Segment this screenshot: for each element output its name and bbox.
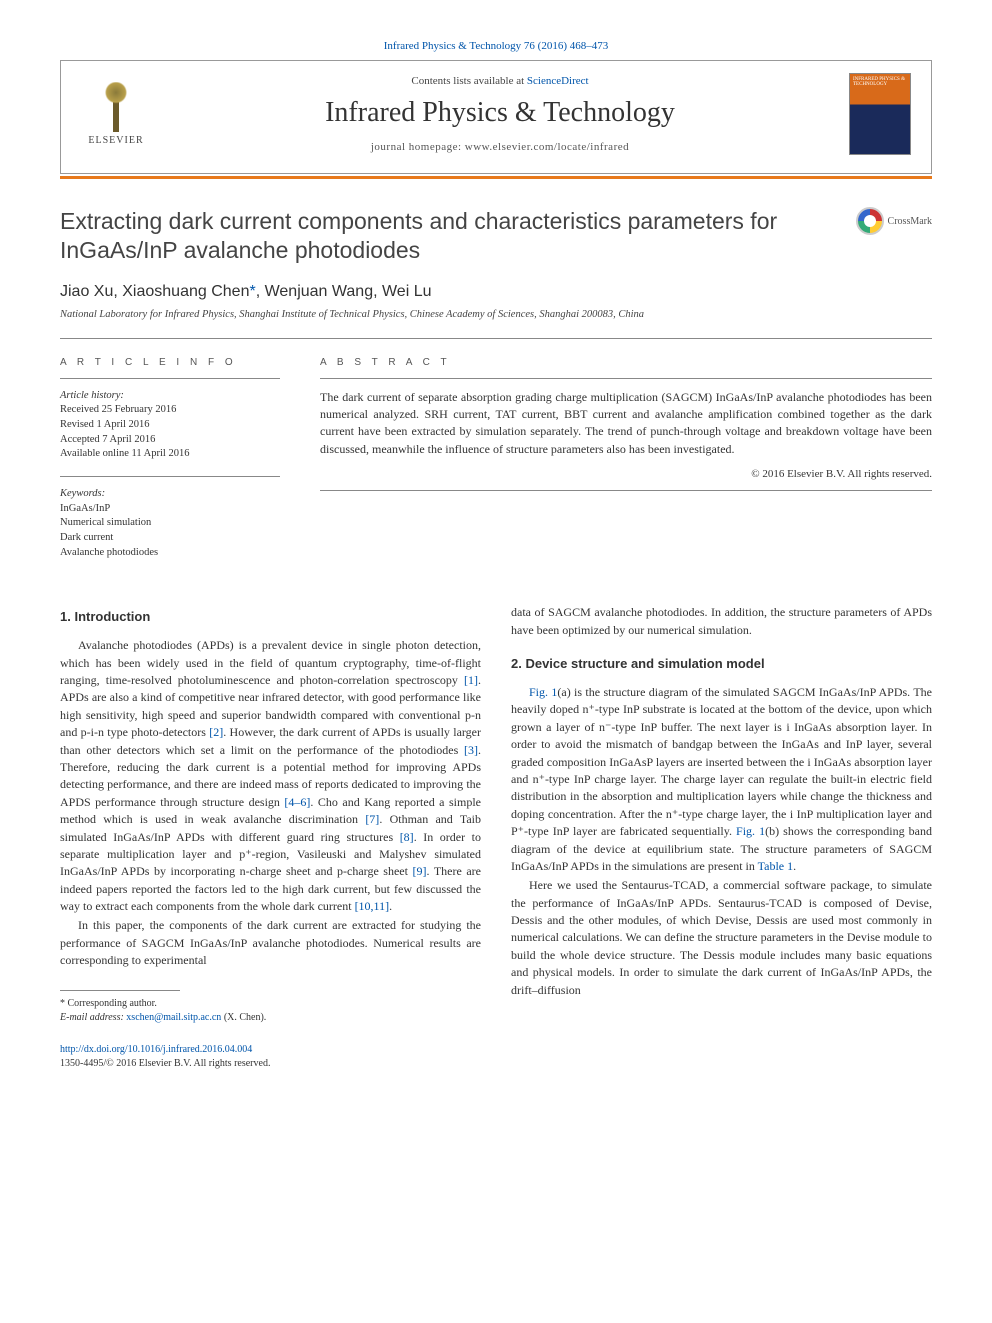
email-link[interactable]: xschen@mail.sitp.ac.cn xyxy=(126,1012,221,1023)
keywords-label: Keywords: xyxy=(60,488,105,499)
keywords-block: Keywords: InGaAs/InP Numerical simulatio… xyxy=(60,487,280,560)
fig-link[interactable]: Fig. 1 xyxy=(529,685,557,699)
authors-part1: Jiao Xu, Xiaoshuang Chen xyxy=(60,283,249,300)
publisher-name: ELSEVIER xyxy=(81,135,151,146)
affiliation: National Laboratory for Infrared Physics… xyxy=(60,309,932,320)
ref-link[interactable]: [7] xyxy=(365,812,379,826)
table-link[interactable]: Table 1 xyxy=(758,859,793,873)
corr-author-note: * Corresponding author. xyxy=(60,997,481,1011)
crossmark-label: CrossMark xyxy=(888,216,932,227)
intro-paragraph-2: In this paper, the components of the dar… xyxy=(60,917,481,969)
fig-link[interactable]: Fig. 1 xyxy=(736,824,765,838)
homepage-prefix: journal homepage: xyxy=(371,141,465,153)
text: . xyxy=(793,859,796,873)
ref-link[interactable]: [1] xyxy=(464,673,478,687)
info-rule xyxy=(60,378,280,379)
orange-divider xyxy=(60,176,932,179)
journal-header: ELSEVIER Contents lists available at Sci… xyxy=(60,60,932,174)
article-info-label: A R T I C L E I N F O xyxy=(60,357,280,368)
section-heading-device: 2. Device structure and simulation model xyxy=(511,655,932,674)
doi-block: http://dx.doi.org/10.1016/j.infrared.201… xyxy=(60,1043,481,1072)
top-citation: Infrared Physics & Technology 76 (2016) … xyxy=(60,40,932,52)
history-label: Article history: xyxy=(60,390,124,401)
contents-line: Contents lists available at ScienceDirec… xyxy=(151,75,849,87)
info-rule-2 xyxy=(60,476,280,477)
email-label: E-mail address: xyxy=(60,1012,126,1023)
journal-cover-thumb: INFRARED PHYSICS & TECHNOLOGY xyxy=(849,73,911,155)
copyright-line: © 2016 Elsevier B.V. All rights reserved… xyxy=(320,468,932,480)
doi-link[interactable]: http://dx.doi.org/10.1016/j.infrared.201… xyxy=(60,1044,252,1055)
crossmark-badge[interactable]: CrossMark xyxy=(856,207,932,235)
ref-link[interactable]: [4–6] xyxy=(284,795,310,809)
sciencedirect-link[interactable]: ScienceDirect xyxy=(527,75,589,87)
text: . xyxy=(389,899,392,913)
abstract-label: A B S T R A C T xyxy=(320,357,932,368)
abstract-bottom-rule xyxy=(320,490,932,491)
col2-continue: data of SAGCM avalanche photodiodes. In … xyxy=(511,604,932,639)
elsevier-tree-icon xyxy=(91,82,141,132)
keyword: Avalanche photodiodes xyxy=(60,547,158,558)
device-paragraph-2: Here we used the Sentaurus-TCAD, a comme… xyxy=(511,877,932,999)
keyword: InGaAs/InP xyxy=(60,503,110,514)
device-paragraph-1: Fig. 1(a) is the structure diagram of th… xyxy=(511,684,932,875)
abstract-text: The dark current of separate absorption … xyxy=(320,389,932,459)
accepted-date: Accepted 7 April 2016 xyxy=(60,434,155,445)
ref-link[interactable]: [8] xyxy=(400,830,414,844)
corresponding-footnote: * Corresponding author. E-mail address: … xyxy=(60,997,481,1025)
article-title: Extracting dark current components and c… xyxy=(60,207,820,265)
authors-part2: , Wenjuan Wang, Wei Lu xyxy=(256,283,432,300)
intro-paragraph-1: Avalanche photodiodes (APDs) is a preval… xyxy=(60,637,481,915)
abstract-rule xyxy=(320,378,932,379)
footnote-rule xyxy=(60,990,180,991)
homepage-line: journal homepage: www.elsevier.com/locat… xyxy=(151,141,849,153)
revised-date: Revised 1 April 2016 xyxy=(60,419,150,430)
ref-link[interactable]: [10,11] xyxy=(355,899,390,913)
received-date: Received 25 February 2016 xyxy=(60,404,176,415)
ref-link[interactable]: [9] xyxy=(413,864,427,878)
issn-copyright: 1350-4495/© 2016 Elsevier B.V. All right… xyxy=(60,1058,270,1069)
ref-link[interactable]: [3] xyxy=(464,743,478,757)
rule-above-abstract xyxy=(60,338,932,339)
email-who: (X. Chen). xyxy=(221,1012,266,1023)
text: (a) is the structure diagram of the simu… xyxy=(511,685,932,838)
keyword: Numerical simulation xyxy=(60,517,151,528)
contents-prefix: Contents lists available at xyxy=(411,75,526,87)
keyword: Dark current xyxy=(60,532,113,543)
online-date: Available online 11 April 2016 xyxy=(60,448,189,459)
author-list: Jiao Xu, Xiaoshuang Chen*, Wenjuan Wang,… xyxy=(60,283,932,301)
publisher-logo: ELSEVIER xyxy=(81,82,151,146)
text: Avalanche photodiodes (APDs) is a preval… xyxy=(60,638,481,687)
article-history: Article history: Received 25 February 20… xyxy=(60,389,280,462)
ref-link[interactable]: [2] xyxy=(209,725,223,739)
section-heading-intro: 1. Introduction xyxy=(60,608,481,627)
homepage-url[interactable]: www.elsevier.com/locate/infrared xyxy=(465,141,629,153)
crossmark-icon xyxy=(856,207,884,235)
journal-name: Infrared Physics & Technology xyxy=(151,97,849,129)
